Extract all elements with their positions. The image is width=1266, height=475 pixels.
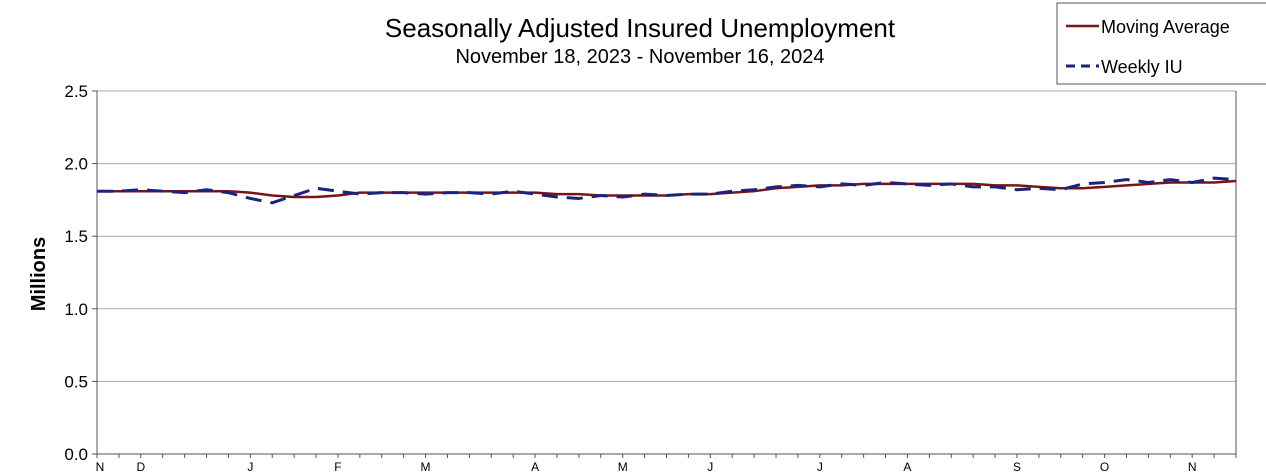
x-tick-label: A (903, 460, 911, 474)
legend-label-weekly-iu: Weekly IU (1101, 57, 1183, 77)
y-tick-label: 0.0 (64, 445, 88, 464)
x-tick-label: M (421, 460, 431, 474)
axes (92, 90, 1237, 458)
x-tick-label: S (1013, 460, 1021, 474)
x-tick-label: N (1188, 460, 1197, 474)
x-tick-label: F (334, 460, 341, 474)
y-tick-label: 2.5 (64, 82, 88, 101)
y-tick-label: 0.5 (64, 372, 88, 391)
legend: Moving Average Weekly IU (1056, 2, 1266, 85)
y-tick-label: 1.5 (64, 227, 88, 246)
x-tick-label: M (618, 460, 628, 474)
legend-label-moving-average: Moving Average (1101, 17, 1230, 37)
y-tick-label: 1.0 (64, 300, 88, 319)
series-lines (97, 176, 1237, 205)
x-tick-label: A (531, 460, 539, 474)
x-tick-label: J (707, 460, 713, 474)
series-line-weekly-iu (97, 176, 1237, 205)
x-tick-label: J (817, 460, 823, 474)
gridlines (97, 90, 1236, 382)
x-tick-label: J (247, 460, 253, 474)
x-tick-label: N (96, 460, 105, 474)
x-tick-label: D (136, 460, 145, 474)
legend-box (1056, 2, 1266, 85)
chart-subtitle: November 18, 2023 - November 16, 2024 (455, 46, 824, 68)
y-axis-label: Millions (28, 237, 50, 311)
chart-title: Seasonally Adjusted Insured Unemployment (385, 13, 896, 43)
y-tick-label: 2.0 (64, 155, 88, 174)
y-tick-labels: 0.0 0.5 1.0 1.5 2.0 2.5 (64, 82, 88, 464)
x-tick-label: O (1100, 460, 1109, 474)
